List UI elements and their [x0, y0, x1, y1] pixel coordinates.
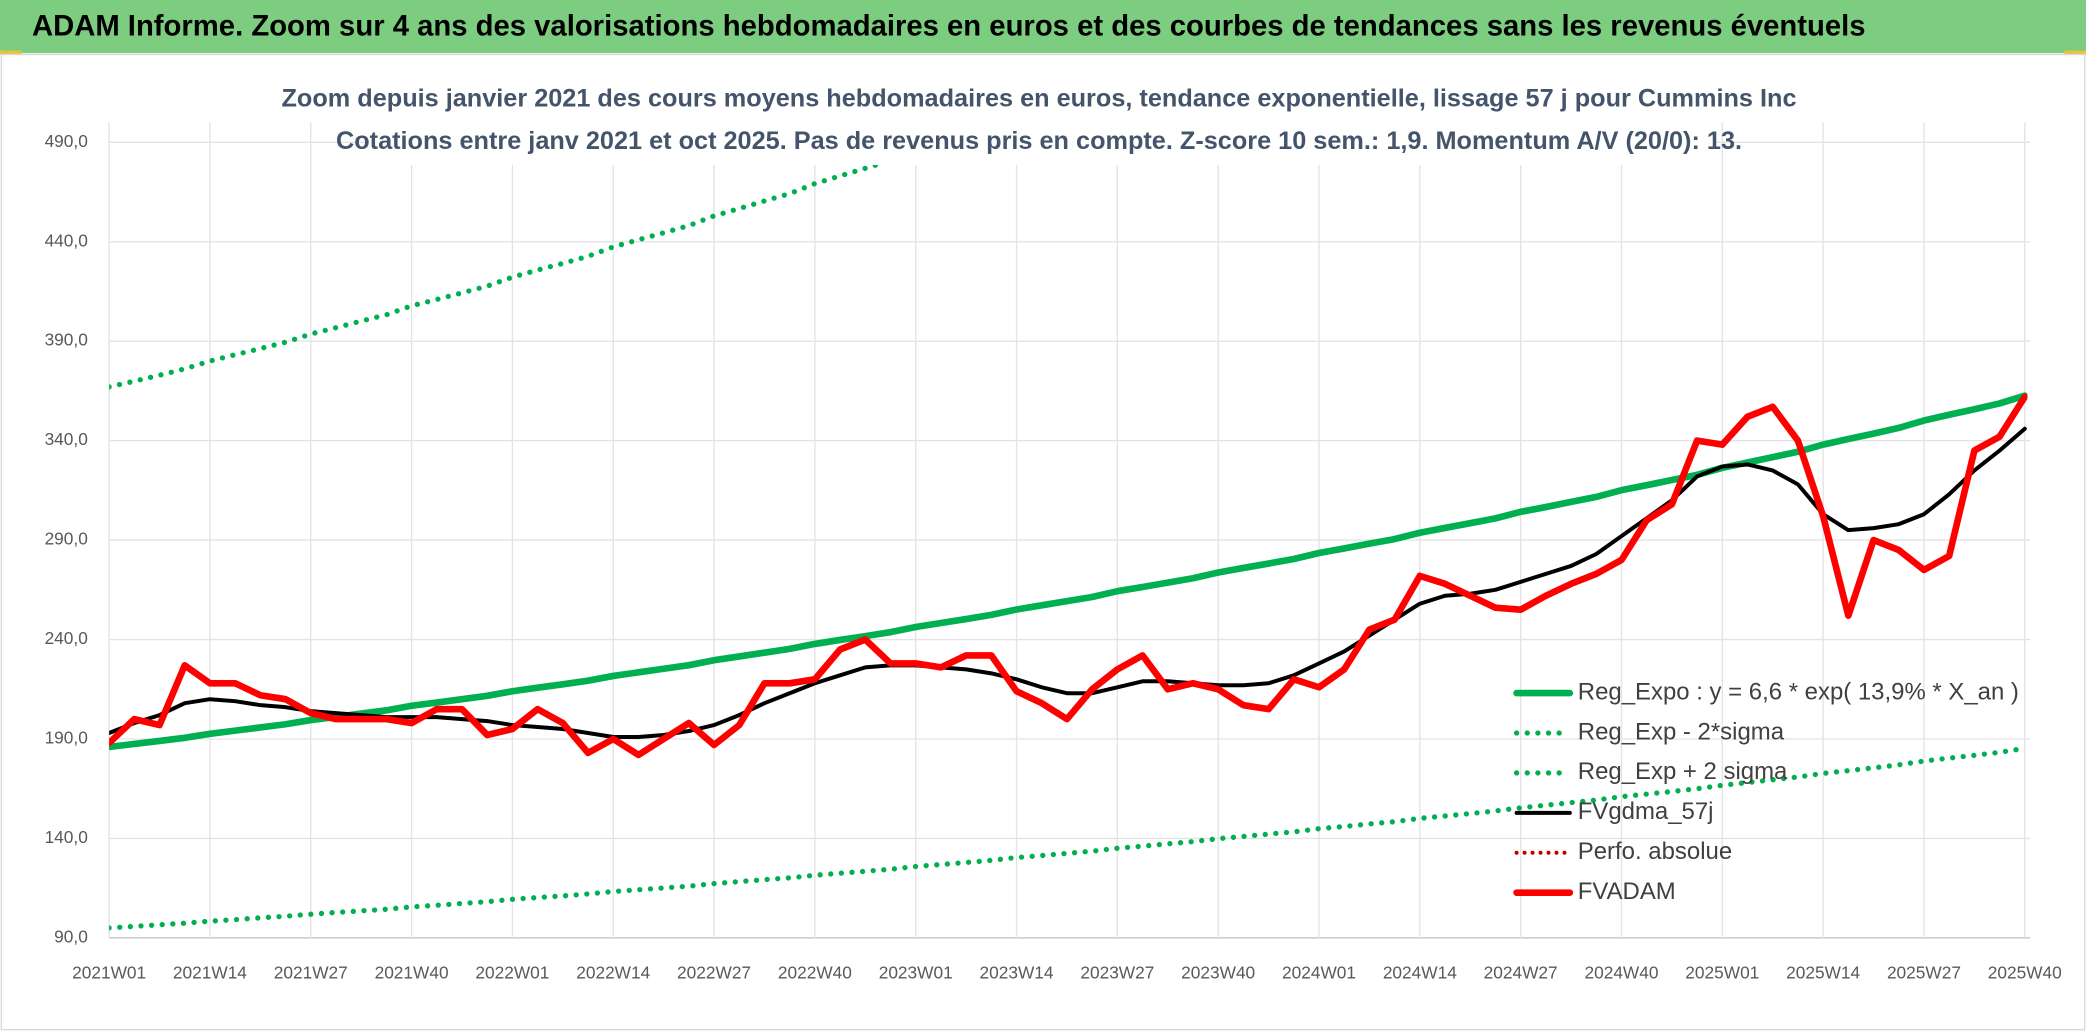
y-tick-label: 140,0 [45, 827, 88, 847]
y-tick-label: 190,0 [45, 728, 88, 748]
x-tick-label: 2023W14 [980, 962, 1054, 982]
x-tick-label: 2022W14 [576, 962, 650, 982]
series-line [109, 393, 2028, 759]
x-tick-label: 2025W01 [1685, 962, 1759, 982]
x-tick-label: 2021W40 [375, 962, 449, 982]
chart-frame [0, 53, 2086, 1031]
y-tick-label: 240,0 [45, 628, 88, 648]
banner [0, 0, 2086, 54]
chart-subtitle: Cotations entre janv 2021 et oct 2025. P… [336, 127, 1742, 155]
banner-accent [0, 50, 22, 55]
y-tick-label: 390,0 [45, 330, 88, 350]
title-box [367, 122, 1714, 165]
series-line [109, 745, 2028, 931]
x-tick-label: 2025W14 [1786, 962, 1860, 982]
x-tick-label: 2021W14 [173, 962, 247, 982]
legend-label: FVADAM [1578, 878, 1676, 905]
y-tick-label: 490,0 [45, 131, 88, 151]
x-tick-label: 2025W27 [1887, 962, 1961, 982]
x-tick-label: 2022W27 [677, 962, 751, 982]
x-tick-label: 2023W40 [1181, 962, 1255, 982]
y-tick-label: 290,0 [45, 529, 88, 549]
x-tick-label: 2021W27 [274, 962, 348, 982]
x-tick-label: 2025W40 [1988, 962, 2062, 982]
y-tick-label: 90,0 [54, 926, 88, 946]
y-tick-label: 340,0 [45, 429, 88, 449]
legend-label: FVgdma_57j [1578, 798, 1714, 825]
legend-label: Perfo. absolue [1578, 838, 1732, 865]
legend-label: Reg_Exp + 2 sigma [1578, 758, 1788, 785]
legend-label: Reg_Exp - 2*sigma [1578, 718, 1785, 745]
page-title: ADAM Informe. Zoom sur 4 ans des valoris… [32, 11, 1866, 43]
x-tick-label: 2024W01 [1282, 962, 1356, 982]
y-tick-label: 440,0 [45, 230, 88, 250]
chart-title: Zoom depuis janvier 2021 des cours moyen… [282, 84, 1797, 112]
title-box [329, 77, 1749, 123]
legend-label: Reg_Expo : y = 6,6 * exp( 13,9% * X_an ) [1578, 678, 2019, 705]
x-tick-label: 2022W01 [475, 962, 549, 982]
banner-accent [2064, 50, 2086, 55]
x-tick-label: 2023W01 [879, 962, 953, 982]
series-line [109, 122, 1008, 390]
x-tick-label: 2024W40 [1584, 962, 1658, 982]
x-tick-label: 2024W14 [1383, 962, 1457, 982]
x-tick-label: 2022W40 [778, 962, 852, 982]
x-tick-label: 2024W27 [1484, 962, 1558, 982]
x-tick-label: 2021W01 [72, 962, 146, 982]
x-tick-label: 2023W27 [1080, 962, 1154, 982]
